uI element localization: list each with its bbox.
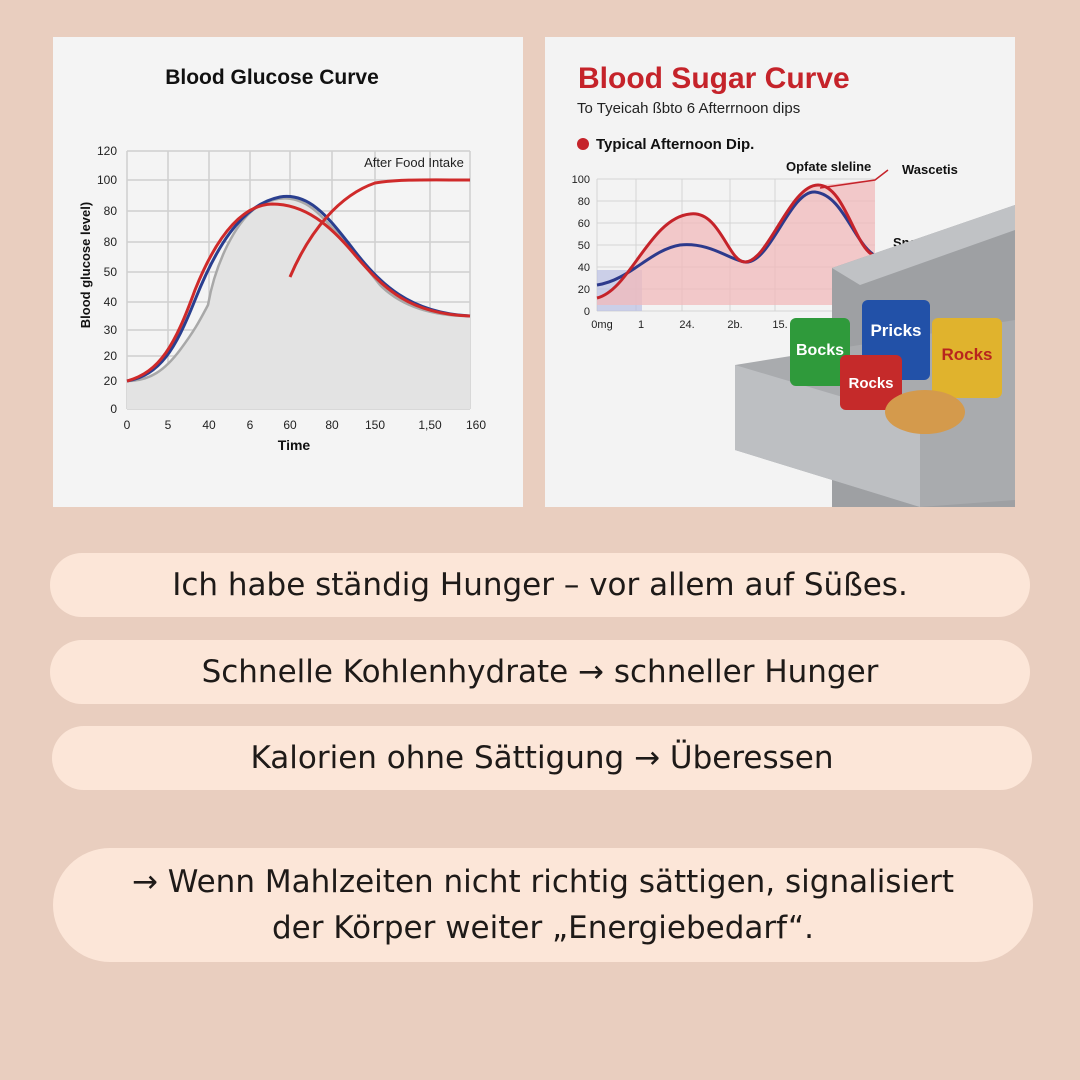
y-tick-label: 50 [104,265,118,279]
statement: Kalorien ohne Sättigung → Überessen [250,740,834,776]
x-tick-label: 15. [772,319,787,331]
x-tick-label: 6 [247,418,254,432]
y-tick-label: 80 [578,196,590,208]
left-title: Blood Glucose Curve [165,66,379,89]
x-tick-label: 150 [365,418,385,432]
x-tick-label: 0 [124,418,131,432]
x-tick-label: 2b. [727,319,742,331]
snack-label: Pricks [870,321,921,340]
right-subtitle: To Tyeicah ßbto 6 Afterrnoon dips [577,100,800,117]
y-tick-label: 20 [578,284,590,296]
snack-label: Rocks [848,375,893,392]
pink-area [597,180,875,305]
legend-label: Typical Afternoon Dip. [596,136,754,153]
y-tick-label: 50 [578,240,590,252]
cabinet-top [832,205,1015,285]
y-axis-label: Blood glucose level) [78,202,93,328]
statement-pill: Ich habe ständig Hunger – vor allem auf … [50,553,1030,617]
snack-bag [932,318,1002,398]
conclusion-line: → Wenn Mahlzeiten nicht richtig sättigen… [131,864,955,900]
snack-label: Rocks [941,345,992,364]
statement: Schnelle Kohlenhydrate → schneller Hunge… [201,654,879,690]
curve-red-after [288,178,471,278]
red-curve [596,183,876,300]
y-tick-label: 80 [104,235,118,249]
y-tick-label: 40 [104,295,118,309]
y-tick-label: 20 [104,349,118,363]
y-tick-label: 20 [104,374,118,388]
y-tick-label: 40 [578,262,590,274]
statement: Ich habe ständig Hunger – vor allem auf … [172,567,908,603]
x-axis-label: Time [278,437,311,453]
snack-bag [840,355,902,410]
legend-dot [577,138,589,150]
left-ticks: 120 100 80 80 50 40 30 20 20 00 5 40 6 60 80 150 1,50 160 [97,144,486,432]
snack-bags: Bocks Pricks Rocks Rocks [790,300,1002,434]
shaded-area [127,198,470,409]
x-tick-label: 60 [283,418,297,432]
x-tick-label: 80 [325,418,339,432]
x-tick-label: 24. [679,319,694,331]
x-tick-label: 5 [165,418,172,432]
x-tick-label: 1 [638,319,644,331]
curve-blue [126,194,471,383]
conclusion-pill: → Wenn Mahlzeiten nicht richtig sättigen… [53,848,1033,962]
y-tick-label: 0 [584,306,590,318]
y-tick-label: 60 [578,218,590,230]
annotation: Opfate sleline [786,159,871,174]
x-tick-label: 40 [202,418,216,432]
annotation: Wascetis [902,162,958,177]
curve-red [126,202,471,383]
arrow [819,169,889,189]
x-tick-label: 160 [466,418,486,432]
snack-label: Bocks [796,342,844,359]
annotation: After Food Intake [364,155,464,170]
y-tick-label: 80 [104,204,118,218]
drawer-front [735,365,920,507]
images: Blood Glucose Curve After Food Intake Bl… [53,37,1015,507]
snack-bowl [885,390,965,434]
statement-pill: Kalorien ohne Sättigung → Überessen [52,726,1032,790]
statement-pill: Schnelle Kohlenhydrate → schneller Hunge… [50,640,1030,704]
y-tick-label: 120 [97,144,117,158]
y-tick-label: 100 [97,173,117,187]
x-tick-label: 1,50 [418,418,442,432]
conclusion-line: der Körper weiter „Energiebedarf“. [272,910,814,946]
y-tick-label: 0 [110,402,117,416]
y-tick-label: 30 [104,323,118,337]
x-tick-label: 0mg [591,319,612,331]
right-title: Blood Sugar Curve [578,62,850,95]
snack-bag [790,318,850,386]
y-tick-label: 100 [572,174,590,186]
